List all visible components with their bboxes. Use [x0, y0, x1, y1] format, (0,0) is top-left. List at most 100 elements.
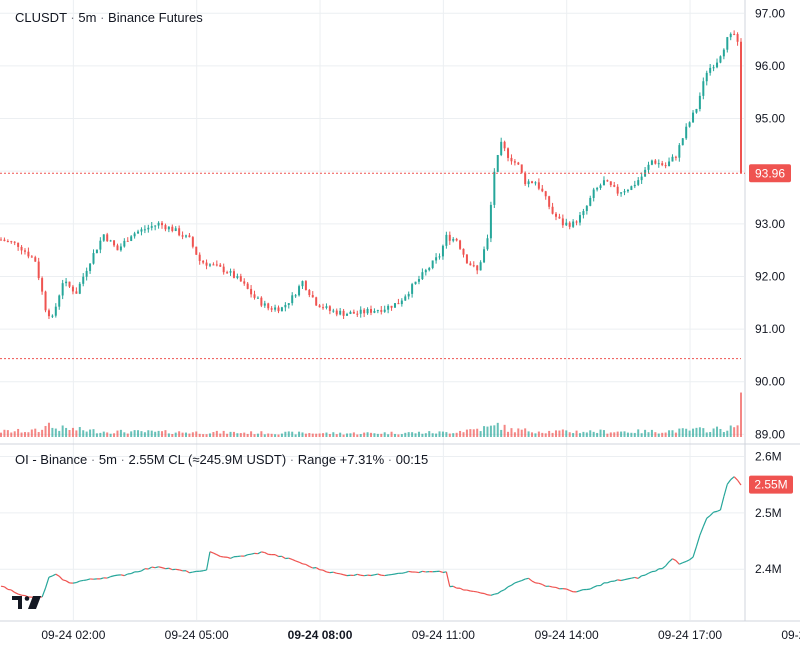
- candle-body: [633, 184, 636, 187]
- volume-bar: [318, 433, 321, 437]
- volume-bar: [226, 433, 229, 437]
- oi-segment: [295, 560, 300, 563]
- candle-body: [325, 306, 328, 308]
- candle-body: [400, 300, 403, 305]
- volume-bar: [544, 433, 547, 437]
- time-tick-label: 09-24 14:00: [535, 628, 599, 642]
- candle-body: [692, 112, 695, 123]
- oi-segment: [439, 570, 444, 574]
- volume-bar: [116, 430, 119, 437]
- oi-segment: [391, 573, 396, 576]
- volume-bar: [650, 429, 653, 437]
- open-interest-line[interactable]: [0, 476, 742, 599]
- candle-body: [685, 126, 688, 139]
- candle-body: [164, 225, 167, 230]
- volume-bar: [740, 392, 742, 437]
- oi-countdown-label: 00:15: [395, 452, 429, 467]
- oi-segment: [340, 573, 344, 576]
- candle-body: [548, 196, 551, 207]
- volume-bar: [328, 433, 331, 437]
- oi-segment: [257, 551, 262, 555]
- volume-bar: [294, 434, 297, 437]
- candle-body: [698, 95, 701, 109]
- volume-bar: [30, 429, 33, 437]
- candle-body: [674, 156, 677, 158]
- price-candles[interactable]: [0, 30, 742, 320]
- volume-bar: [698, 427, 701, 437]
- candle-body: [510, 157, 513, 162]
- oi-indicator-label[interactable]: OI - Binance: [15, 452, 88, 467]
- interval-label[interactable]: 5m: [78, 10, 97, 25]
- volume-bar: [606, 433, 609, 437]
- candle-body: [82, 276, 85, 284]
- oi-segment: [726, 479, 732, 485]
- oi-segment: [494, 592, 498, 595]
- volume-bar: [524, 428, 527, 437]
- candle-body: [356, 313, 359, 315]
- candle-body: [222, 266, 225, 273]
- candle-body: [219, 264, 222, 267]
- volume-bar: [102, 431, 105, 437]
- candle-body: [366, 309, 369, 314]
- candle-body: [462, 248, 465, 255]
- candle-body: [267, 303, 270, 309]
- volume-bar: [178, 431, 181, 437]
- candle-body: [298, 286, 301, 296]
- volume-bar: [109, 433, 112, 437]
- volume-bar: [404, 432, 407, 437]
- candle-body: [582, 211, 585, 216]
- oi-segment: [692, 546, 698, 558]
- last-oi-badge: [749, 475, 793, 494]
- oi-segment: [538, 582, 543, 586]
- candle-body: [393, 303, 396, 308]
- candle-body: [78, 283, 81, 294]
- candle-body: [284, 304, 287, 308]
- volume-bar: [232, 431, 235, 437]
- candle-body: [85, 270, 88, 277]
- volume-bar: [626, 432, 629, 437]
- volume-bar: [17, 428, 20, 437]
- volume-bar: [304, 433, 307, 437]
- candle-body: [421, 272, 424, 280]
- volume-bar: [260, 431, 263, 437]
- oi-segment: [209, 551, 214, 554]
- oi-segment: [52, 573, 57, 577]
- volume-bar: [298, 431, 301, 437]
- candle-body: [568, 222, 571, 227]
- candle-body: [476, 265, 479, 271]
- legend-separator: ·: [70, 10, 75, 25]
- volume-bar: [705, 432, 708, 437]
- oi-segment: [672, 558, 677, 562]
- oi-segment: [644, 572, 649, 576]
- volume-bar: [339, 432, 342, 437]
- last-price-label: 93.96: [755, 166, 785, 180]
- oi-segment: [374, 573, 378, 576]
- candle-body: [123, 240, 126, 247]
- price-legend[interactable]: CLUSDT · 5m · Binance Futures: [15, 10, 203, 25]
- tradingview-logo-icon[interactable]: [12, 594, 44, 610]
- volume-bar: [448, 433, 451, 437]
- candle-body: [205, 262, 208, 266]
- candle-body: [133, 233, 136, 237]
- oi-segment: [408, 570, 413, 573]
- oi-segment: [44, 577, 50, 589]
- oi-segment: [326, 571, 331, 574]
- candle-body: [308, 290, 311, 296]
- oi-legend[interactable]: OI - Binance · 5m · 2.55M CL (≈245.9M US…: [15, 452, 428, 467]
- candle-body: [383, 309, 386, 312]
- volume-bar: [130, 431, 133, 437]
- volume-bar: [205, 434, 208, 437]
- volume-bar: [215, 430, 218, 437]
- candle-body: [435, 257, 438, 261]
- candle-body: [274, 307, 277, 310]
- symbol-label[interactable]: CLUSDT: [15, 10, 67, 25]
- grid: [0, 0, 744, 620]
- candle-body: [534, 182, 537, 184]
- oi-segment: [607, 580, 612, 584]
- volume-bar: [469, 429, 472, 437]
- volume-bar: [407, 432, 410, 437]
- oi-segment: [168, 567, 173, 571]
- legend-separator: ·: [289, 452, 295, 467]
- oi-tick-label: 2.6M: [755, 449, 782, 463]
